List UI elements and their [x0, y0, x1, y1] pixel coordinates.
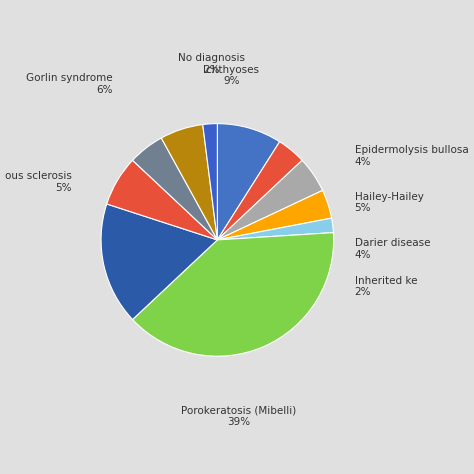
Text: Porokeratosis (Mibelli)
39%: Porokeratosis (Mibelli) 39%	[181, 405, 296, 427]
Text: Darier disease
4%: Darier disease 4%	[355, 238, 430, 260]
Wedge shape	[218, 142, 302, 240]
Text: ous sclerosis
5%: ous sclerosis 5%	[5, 171, 72, 192]
Wedge shape	[101, 204, 218, 319]
Wedge shape	[218, 191, 332, 240]
Wedge shape	[133, 138, 218, 240]
Text: No diagnosis
2%: No diagnosis 2%	[178, 53, 245, 75]
Wedge shape	[161, 125, 218, 240]
Wedge shape	[218, 160, 323, 240]
Text: Gorlin syndrome
6%: Gorlin syndrome 6%	[26, 73, 113, 94]
Wedge shape	[107, 160, 218, 240]
Text: Hailey-Hailey
5%: Hailey-Hailey 5%	[355, 192, 423, 213]
Text: Inherited ke
2%: Inherited ke 2%	[355, 275, 417, 297]
Text: Epidermolysis bullosa
4%: Epidermolysis bullosa 4%	[355, 146, 468, 167]
Text: Ichthyoses
9%: Ichthyoses 9%	[203, 65, 259, 86]
Wedge shape	[218, 124, 280, 240]
Wedge shape	[203, 124, 218, 240]
Wedge shape	[218, 218, 333, 240]
Wedge shape	[133, 233, 334, 356]
